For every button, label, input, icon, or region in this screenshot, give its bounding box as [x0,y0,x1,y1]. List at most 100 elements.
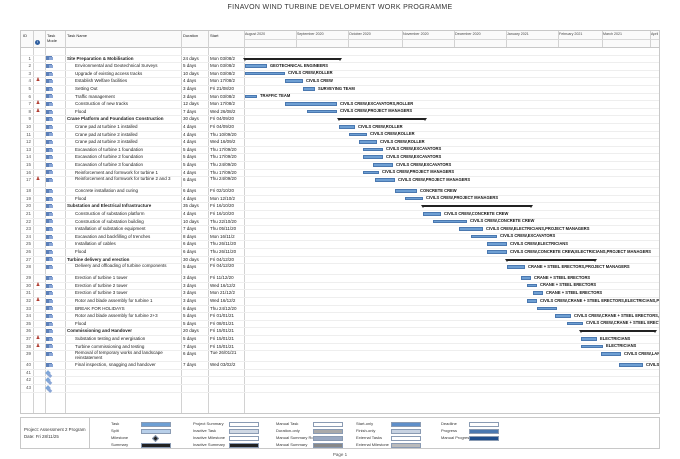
task-bar[interactable] [527,299,537,303]
task-row[interactable]: 9 Crane Platform and Foundation Construct… [21,115,659,124]
legend-item: External Tasks [356,435,382,440]
task-row[interactable]: 12 Crane pad at turbine 3 installed 4 days… [21,138,659,147]
task-bar[interactable] [307,109,337,114]
task-row[interactable]: 31 Erection of turbine 3 tower 3 days Mon 2… [21,289,659,298]
resource-label: CIVILS CREW,ELECTRICIANS,PROJECT MANAGER… [486,225,590,231]
task-row[interactable]: 27 Turbine delivery and erection 30 days Fr… [21,256,659,265]
task-bar[interactable] [373,163,393,167]
task-row[interactable]: 26 Flood 6 days Thu 26/11/20 [21,248,659,257]
task-bar[interactable] [285,79,303,83]
task-bar[interactable] [567,321,583,326]
task-bar[interactable] [527,283,537,288]
task-bar[interactable] [245,64,267,68]
task-bar[interactable] [363,155,383,159]
task-bar[interactable] [363,147,383,152]
task-row[interactable]: 3 Upgrade of existing access tracks 10 day… [21,70,659,79]
task-bar[interactable] [395,189,417,193]
task-row[interactable]: 14 Excavation of turbine 2 foundation 5 da… [21,153,659,162]
task-bar[interactable] [487,242,507,246]
task-row[interactable]: 29 Erection of turbine 1 tower 3 days Fri 1… [21,274,659,283]
legend-symbol [469,422,499,427]
task-row[interactable]: 43 [21,384,659,393]
legend-symbol [229,436,259,441]
task-row[interactable]: 1 Site Preparation & Mobilisation 24 days M… [21,55,659,64]
task-row[interactable]: 35 Flood 5 days Fri 08/01/21 [21,320,659,329]
task-row[interactable]: 18 Concrete installation and curing 6 days… [21,187,659,196]
task-row[interactable]: 16 Reinforcement and formwork for turbine… [21,169,659,178]
task-bar[interactable] [245,94,257,99]
task-row[interactable]: 32 ♟ Rotor and blade assembly for turbine … [21,297,659,306]
task-bar[interactable] [537,306,557,311]
auto-schedule-icon [46,170,53,175]
task-row[interactable]: 42 [21,376,659,385]
task-row[interactable]: 39 Removal of temporary works and landsca… [21,350,659,363]
task-row[interactable]: 24 Excavation and backfilling of trenches… [21,233,659,242]
task-row[interactable]: 13 Excavation of turbine 1 foundation 5 da… [21,146,659,155]
task-row[interactable]: 33 BREAK FOR HOLIDAYS 6 days Thu 24/12/20 [21,305,659,314]
summary-bar[interactable] [421,205,533,209]
task-row[interactable]: 40 Final inspection, snagging and handove… [21,361,659,370]
task-row[interactable]: 2 Environmental and Geotechnical Surveys 5… [21,62,659,71]
task-bar[interactable] [349,132,367,137]
task-bar[interactable] [487,250,507,254]
task-bar[interactable] [507,265,525,269]
task-row[interactable]: 21 Construction of substation platform 4 d… [21,210,659,219]
resource-label: CIVILS CREW,PROJECT MANAGERS [398,176,471,182]
task-bar[interactable] [619,363,643,367]
task-row[interactable]: 5 Setting Out 3 days Fri 21/08/20 [21,85,659,94]
task-bar[interactable] [363,170,379,175]
task-bar[interactable] [601,352,621,356]
task-row[interactable]: 30 ♟ Erection of turbine 2 tower 3 days Wed … [21,282,659,291]
task-bar[interactable] [303,87,315,91]
task-name: Construction of new tracks [75,101,129,107]
task-row[interactable]: 19 Flood 4 days Mon 12/10/2 [21,195,659,204]
task-duration: 3 days [183,86,197,91]
task-bar[interactable] [245,71,285,76]
summary-bar[interactable] [579,330,657,334]
task-row[interactable]: 41 [21,369,659,378]
task-row[interactable]: 6 Traffic management 3 days Mon 03/08/2 [21,93,659,102]
task-row[interactable]: 8 ♟ Flood 7 days Wed 26/08/2 [21,108,659,117]
task-row[interactable] [21,47,659,56]
task-bar[interactable] [459,227,483,231]
task-bar[interactable] [471,234,497,239]
task-row[interactable]: 34 Rotor and blade assembly for turbine 2… [21,312,659,321]
task-row[interactable]: 28 Delivery and offloading of turbine com… [21,263,659,276]
task-row[interactable]: 20 Substation and Electrical Infrastructu… [21,202,659,211]
task-row[interactable]: 23 Installation of substation equipment 7 … [21,225,659,234]
task-row[interactable]: 11 Crane pad at turbine 2 installed 4 days… [21,131,659,140]
task-row[interactable]: 37 ♟ Substation testing and energisation 5 … [21,335,659,344]
resource-label: CIVILS CREW,CRANE + STEEL ERECTORS,ELECT… [540,297,660,303]
timescale-month: November 2020 [403,32,429,36]
task-bar[interactable] [285,102,337,106]
task-row[interactable]: 38 ♟ Turbine commissioning and testing 7 da… [21,343,659,352]
task-row[interactable]: 4 ♟ Establish Welfare facilities 4 days Mon … [21,77,659,86]
task-bar[interactable] [555,314,571,318]
task-start: Fri 01/01/21 [210,313,235,319]
task-name: Delivery and offloading of turbine compo… [75,263,167,269]
task-row[interactable]: 36 Commissioning and Handover 20 days Fri 1… [21,327,659,336]
task-bar[interactable] [339,125,355,129]
task-row[interactable]: 10 Crane pad at turbine 1 installed 4 days… [21,123,659,132]
task-mode-icon [46,350,56,358]
summary-bar[interactable] [505,258,597,262]
task-bar[interactable] [581,337,597,341]
task-bar[interactable] [359,140,377,144]
task-duration: 3 days [183,290,197,296]
task-bar[interactable] [433,219,467,224]
task-row[interactable]: 25 Installation of cables 6 days Thu 26/11/… [21,240,659,249]
auto-schedule-icon [46,147,53,152]
summary-bar[interactable] [243,57,342,61]
task-bar[interactable] [521,276,531,280]
task-bar[interactable] [423,212,441,216]
task-bar[interactable] [375,178,395,182]
timescale-month: April [651,32,659,36]
task-row[interactable]: 22 Construction of substation building 10 … [21,218,659,227]
task-bar[interactable] [533,291,543,295]
task-row[interactable]: 15 Excavation of turbine 3 foundation 5 da… [21,161,659,170]
task-row[interactable]: 7 ♟ Construction of new tracks 12 days Mon 1… [21,100,659,109]
task-bar[interactable] [581,344,603,349]
summary-bar[interactable] [337,118,427,122]
task-row[interactable]: 17 ♟ Reinforcement and formwork for turbin… [21,176,659,189]
task-bar[interactable] [405,196,423,201]
